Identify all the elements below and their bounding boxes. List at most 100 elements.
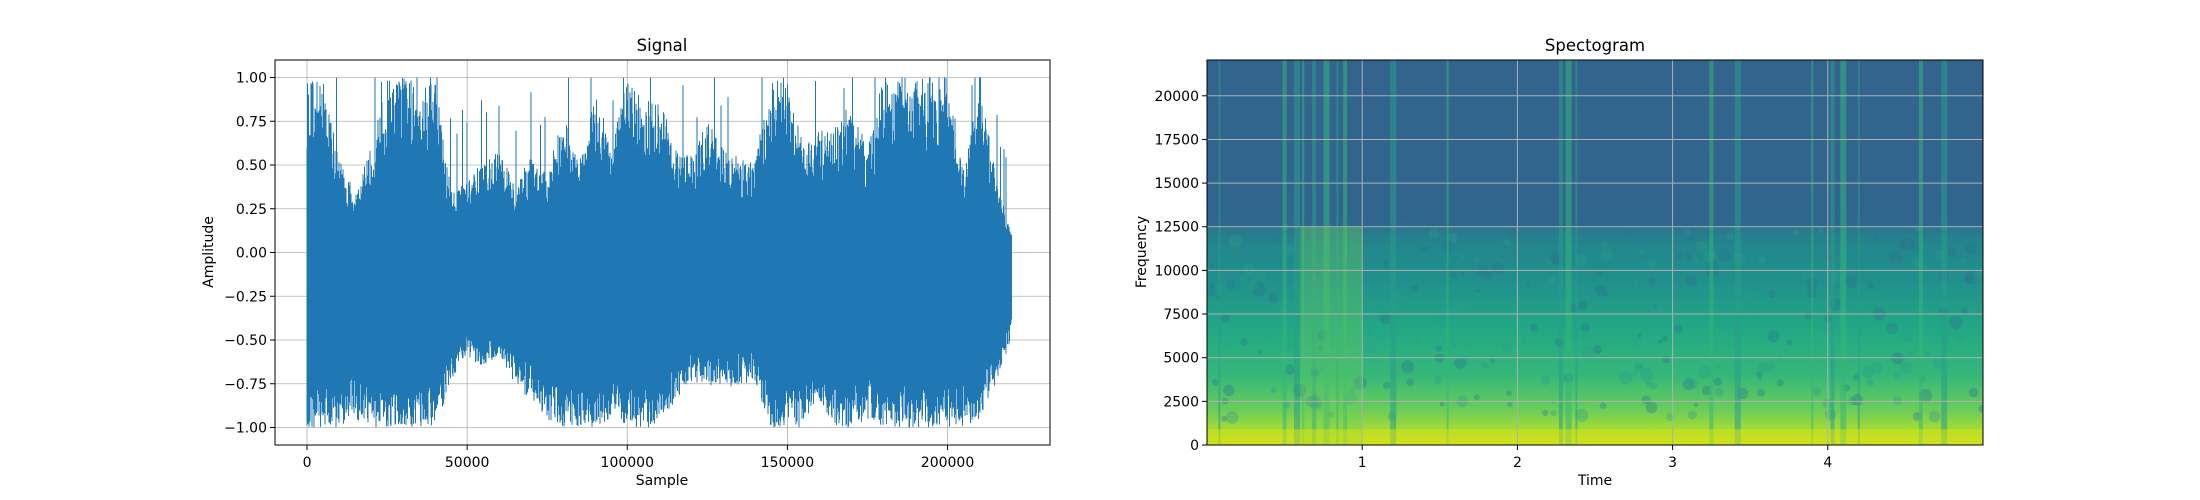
spectrogram-texture (1968, 387, 1979, 398)
spectrogram-texture (1211, 379, 1219, 386)
spectrogram-texture (1914, 226, 1921, 233)
spectrogram-texture (1622, 222, 1635, 235)
spectrogram-x-tick-label: 1 (1358, 455, 1367, 471)
spectrogram-texture (1633, 362, 1643, 373)
spectrogram-texture (1961, 306, 1969, 315)
spectrogram-event (1811, 60, 1814, 445)
spectrogram-texture (1966, 304, 1977, 315)
signal-waveform-path (306, 77, 1012, 428)
spectrogram-texture (1439, 401, 1445, 407)
spectrogram-texture (1779, 304, 1788, 313)
spectrogram-event (1343, 60, 1348, 445)
spectrogram-texture (1271, 301, 1278, 309)
spectrogram-texture (1724, 325, 1729, 330)
spectrogram-texture (1924, 351, 1932, 359)
spectrogram-texture (1658, 339, 1663, 344)
signal-title: Signal (637, 36, 688, 55)
spectrogram-event (1558, 60, 1563, 445)
spectrogram-texture (1673, 324, 1683, 334)
spectrogram-texture (1577, 300, 1588, 311)
spectrogram-texture (1755, 312, 1762, 318)
spectrogram-texture (1432, 308, 1447, 323)
spectrogram-texture (1851, 394, 1864, 406)
spectrogram-texture (1631, 371, 1638, 377)
spectrogram-texture (1632, 337, 1642, 347)
spectrogram-event (1918, 60, 1923, 445)
spectrogram-texture (1862, 366, 1875, 379)
spectrogram-texture (1258, 350, 1263, 355)
spectrogram-texture (1639, 367, 1654, 382)
spectrogram-texture (1781, 238, 1786, 243)
spectrogram-texture (1369, 301, 1377, 309)
spectrogram-axes: 1 2 3 4 0 2500 5000 7500 10000 12500 15000 17500 20… (1134, 36, 1984, 489)
spectrogram-texture (1226, 280, 1237, 290)
spectrogram-x-tick-label: 2 (1513, 455, 1522, 471)
spectrogram-texture (1435, 345, 1443, 352)
spectrogram-texture (1639, 249, 1646, 255)
spectrogram-texture (1209, 263, 1215, 269)
spectrogram-texture (1717, 248, 1731, 262)
spectrogram-y-tick-label: 2500 (1163, 394, 1199, 410)
spectrogram-texture (1756, 362, 1767, 373)
signal-y-tick-label: 0.75 (236, 114, 267, 130)
spectrogram-texture (1960, 257, 1966, 264)
spectrogram-texture (1506, 390, 1512, 397)
spectrogram-texture (1909, 242, 1919, 251)
spectrogram-texture (1268, 292, 1279, 304)
spectrogram-y-tick-label: 0 (1190, 438, 1199, 454)
spectrogram-texture (1866, 379, 1874, 387)
spectrogram-texture (1393, 222, 1405, 234)
spectrogram-texture (1428, 228, 1440, 239)
spectrogram-texture (1223, 384, 1235, 397)
spectrogram-texture (1688, 235, 1696, 243)
spectrogram-texture (1455, 297, 1469, 311)
spectrogram-texture (1507, 229, 1517, 239)
spectrogram-texture (1595, 285, 1607, 296)
spectrogram-texture (1467, 342, 1472, 347)
spectrogram-texture (1225, 341, 1232, 348)
spectrogram-texture (1646, 381, 1652, 388)
spectrogram-texture (1413, 338, 1419, 344)
spectrogram-texture (1867, 281, 1875, 289)
spectrogram-y-tick-label: 7500 (1163, 307, 1199, 323)
signal-y-tick-label: −0.75 (224, 377, 267, 393)
spectrogram-texture (1580, 345, 1595, 359)
spectrogram-events (1207, 60, 1983, 445)
spectrogram-texture (1491, 262, 1504, 274)
spectrogram-texture (1964, 230, 1972, 237)
spectrogram-texture (1550, 410, 1557, 417)
spectrogram-texture (1648, 276, 1657, 285)
spectrogram-texture (1662, 335, 1668, 342)
spectrogram-y-tick-label: 20000 (1154, 89, 1199, 105)
spectrogram-texture (1692, 254, 1697, 259)
spectrogram-texture (1978, 405, 1983, 413)
spectrogram-texture (1964, 271, 1978, 285)
signal-y-axis-label: Amplitude (201, 216, 217, 288)
spectrogram-texture (1888, 325, 1897, 333)
spectrogram-texture (1870, 362, 1883, 375)
spectrogram-texture (1694, 258, 1701, 264)
spectrogram-texture (1963, 273, 1974, 283)
spectrogram-texture (1484, 271, 1493, 280)
spectrogram-texture (1599, 402, 1607, 410)
signal-y-tick-label: −1.00 (224, 421, 267, 437)
spectrogram-texture (1714, 387, 1724, 398)
spectrogram-event (1709, 60, 1714, 445)
spectrogram-texture (1693, 402, 1699, 407)
spectrogram-y-tick-label: 15000 (1154, 176, 1199, 192)
spectrogram-texture (1240, 274, 1249, 283)
spectrogram-texture (1966, 305, 1977, 316)
spectrogram-texture (1365, 329, 1372, 336)
spectrogram-texture (1474, 256, 1480, 262)
spectrogram-texture (1252, 283, 1266, 297)
spectrogram-texture (1652, 306, 1663, 316)
signal-x-axis-label: Sample (636, 473, 689, 489)
spectrogram-texture (1240, 338, 1248, 346)
spectrogram-texture (1501, 341, 1513, 352)
spectrogram-title: Spectogram (1545, 36, 1645, 55)
spectrogram-texture (1812, 387, 1822, 397)
signal-x-tick-label: 100000 (601, 455, 654, 471)
spectrogram-x-tick-label: 4 (1823, 455, 1832, 471)
spectrogram-texture (1641, 395, 1651, 405)
